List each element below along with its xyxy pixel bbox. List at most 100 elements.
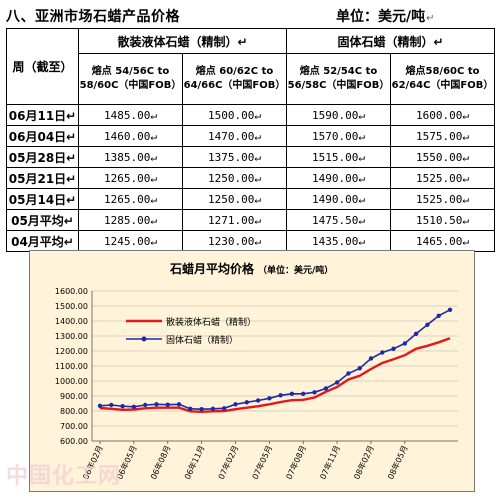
price-table: 周（截至） 散装液体石蜡（精制）↵ 固体石蜡（精制）↵ 熔点 54/56C to… bbox=[6, 28, 495, 252]
table-row: 05月14日↵ 1265.00↵ 1250.00↵ 1490.00↵ 1525.… bbox=[6, 188, 495, 210]
series-line bbox=[99, 309, 451, 411]
data-point bbox=[447, 307, 453, 312]
table-row: 06月04日↵ 1460.00↵ 1470.00↵ 1570.00↵ 1575.… bbox=[6, 125, 495, 147]
table-cell: 1525.00↵ bbox=[390, 188, 495, 210]
table-cell: 1575.00↵ bbox=[390, 125, 495, 147]
paragraph-mark: ↵ bbox=[426, 13, 435, 24]
data-point bbox=[244, 400, 249, 405]
x-axis: 06年02月 06年05月 06年08月 06年11月 07年02月 07年05月 07年0… bbox=[80, 440, 458, 481]
table-cell: 1590.00↵ bbox=[286, 104, 391, 126]
chart-series bbox=[97, 307, 453, 414]
legend-marker-solid bbox=[141, 336, 147, 342]
table-cell: 1510.50↵ bbox=[390, 209, 495, 231]
table-cell: 1285.00↵ bbox=[78, 209, 183, 231]
data-point bbox=[278, 393, 283, 398]
data-point bbox=[222, 406, 227, 411]
x-tick-label: 08年02月 bbox=[351, 444, 375, 481]
legend-label-liquid: 散装液体石蜡（精制） bbox=[166, 316, 256, 328]
column-header: 熔点 52/54C to 56/58C（中国FOB） bbox=[286, 53, 391, 105]
table-cell: 1375.00↵ bbox=[182, 146, 287, 168]
table-row: 05月21日↵ 1265.00↵ 1250.00↵ 1490.00↵ 1525.… bbox=[6, 167, 495, 189]
table-cell: 1265.00↵ bbox=[78, 167, 183, 189]
data-point bbox=[210, 406, 216, 411]
column-header: 熔点 60/62C to 64/66C（中国FOB） bbox=[182, 53, 287, 105]
page-header: 八、亚洲市场石蜡产品价格 单位：美元/吨↵ bbox=[6, 4, 494, 26]
table-cell: 1475.50↵ bbox=[286, 209, 391, 231]
data-point bbox=[357, 366, 362, 371]
data-point bbox=[165, 402, 170, 407]
table-column-header: 熔点 54/56C to 58/60C（中国FOB） 熔点 60/62C to 64… bbox=[7, 53, 495, 105]
y-tick-label: 1100.00 bbox=[55, 362, 88, 371]
table-row: 04月平均↵ 1245.00↵ 1230.00↵ 1435.00↵ 1465.0… bbox=[6, 230, 495, 252]
row-label: 06月04日↵ bbox=[6, 125, 79, 147]
data-point bbox=[97, 403, 103, 408]
data-point bbox=[188, 406, 193, 411]
data-point bbox=[154, 402, 159, 407]
table-group-header: 周（截至） 散装液体石蜡（精制）↵ 固体石蜡（精制）↵ bbox=[6, 28, 495, 105]
x-tick-label: 07年02月 bbox=[216, 444, 240, 481]
row-label: 05月14日↵ bbox=[6, 188, 79, 210]
y-tick-label: 1200.00 bbox=[55, 347, 88, 356]
data-point bbox=[413, 331, 419, 336]
data-point bbox=[368, 356, 374, 361]
y-tick-label: 600.00 bbox=[60, 437, 88, 446]
table-cell: 1485.00↵ bbox=[78, 104, 183, 126]
table-row: 05月28日↵ 1385.00↵ 1375.00↵ 1515.00↵ 1550.… bbox=[6, 146, 495, 168]
column-header: 熔点58/60C to 62/64C（中国FOB） bbox=[390, 53, 495, 105]
table-cell: 1500.00↵ bbox=[182, 104, 287, 126]
x-tick-label: 07年08月 bbox=[284, 444, 308, 481]
table-cell: 1465.00↵ bbox=[390, 230, 495, 252]
row-label: 05月21日↵ bbox=[6, 167, 79, 189]
table-row: 06月11日↵ 1485.00↵ 1500.00↵ 1590.00↵ 1600.… bbox=[6, 104, 495, 126]
data-point bbox=[289, 391, 295, 396]
y-tick-label: 1300.00 bbox=[55, 332, 88, 341]
table-cell: 1490.00↵ bbox=[286, 167, 391, 189]
chart-title: 石蜡月平均价格 bbox=[169, 261, 255, 276]
y-tick-label: 1000.00 bbox=[55, 377, 88, 386]
watermark: 中国化工网 bbox=[6, 464, 122, 489]
row-label: 05月平均↵ bbox=[6, 209, 79, 231]
data-point bbox=[176, 402, 182, 407]
chart-svg: 石蜡月平均价格 （单位：美元/吨） 600.00 700.00 800.00 900.… bbox=[55, 261, 458, 481]
table-cell: 1385.00↵ bbox=[78, 146, 183, 168]
data-point bbox=[233, 402, 238, 407]
x-tick-label: 07年11月 bbox=[317, 444, 341, 481]
x-tick-label: 08年05月 bbox=[385, 444, 409, 481]
data-point bbox=[334, 380, 340, 385]
series-line bbox=[99, 337, 451, 414]
data-point bbox=[301, 391, 306, 396]
data-point bbox=[436, 313, 441, 318]
table-cell: 1271.00↵ bbox=[182, 209, 287, 231]
table-cell: 1525.00↵ bbox=[390, 167, 495, 189]
corner-header: 周（截至） bbox=[6, 28, 79, 105]
data-point bbox=[120, 404, 125, 409]
data-point bbox=[323, 386, 328, 391]
data-point bbox=[402, 341, 407, 346]
data-point bbox=[312, 390, 317, 395]
row-label: 06月11日↵ bbox=[6, 104, 79, 126]
data-point bbox=[131, 404, 137, 409]
table-cell: 1550.00↵ bbox=[390, 146, 495, 168]
unit-label: 单位：美元/吨↵ bbox=[336, 9, 435, 25]
row-label: 04月平均↵ bbox=[6, 230, 79, 252]
table-row: 05月平均↵ 1285.00↵ 1271.00↵ 1475.50↵ 1510.5… bbox=[6, 209, 495, 231]
y-axis: 600.00 700.00 800.00 900.00 1000.00 1100.00 12… bbox=[55, 287, 93, 446]
table-cell: 1230.00↵ bbox=[182, 230, 287, 252]
y-tick-label: 1600.00 bbox=[55, 287, 88, 296]
table-cell: 1600.00↵ bbox=[390, 104, 495, 126]
row-label: 05月28日↵ bbox=[6, 146, 79, 168]
data-point bbox=[143, 402, 148, 408]
table-cell: 1470.00↵ bbox=[182, 125, 287, 147]
group-header-liquid: 散装液体石蜡（精制）↵ bbox=[78, 28, 287, 54]
page-title: 八、亚洲市场石蜡产品价格 bbox=[6, 9, 180, 25]
y-tick-label: 1400.00 bbox=[55, 317, 88, 326]
table-cell: 1460.00↵ bbox=[78, 125, 183, 147]
column-header: 熔点 54/56C to 58/60C（中国FOB） bbox=[78, 53, 183, 105]
price-chart: 石蜡月平均价格 （单位：美元/吨） 600.00 700.00 800.00 900.… bbox=[29, 250, 475, 492]
table-cell: 1265.00↵ bbox=[78, 188, 183, 210]
table-cell: 1435.00↵ bbox=[286, 230, 391, 252]
data-point bbox=[346, 371, 351, 376]
x-tick-label: 06年08月 bbox=[148, 444, 172, 481]
y-tick-label: 1500.00 bbox=[55, 302, 88, 311]
x-tick-label: 07年05月 bbox=[250, 444, 274, 481]
